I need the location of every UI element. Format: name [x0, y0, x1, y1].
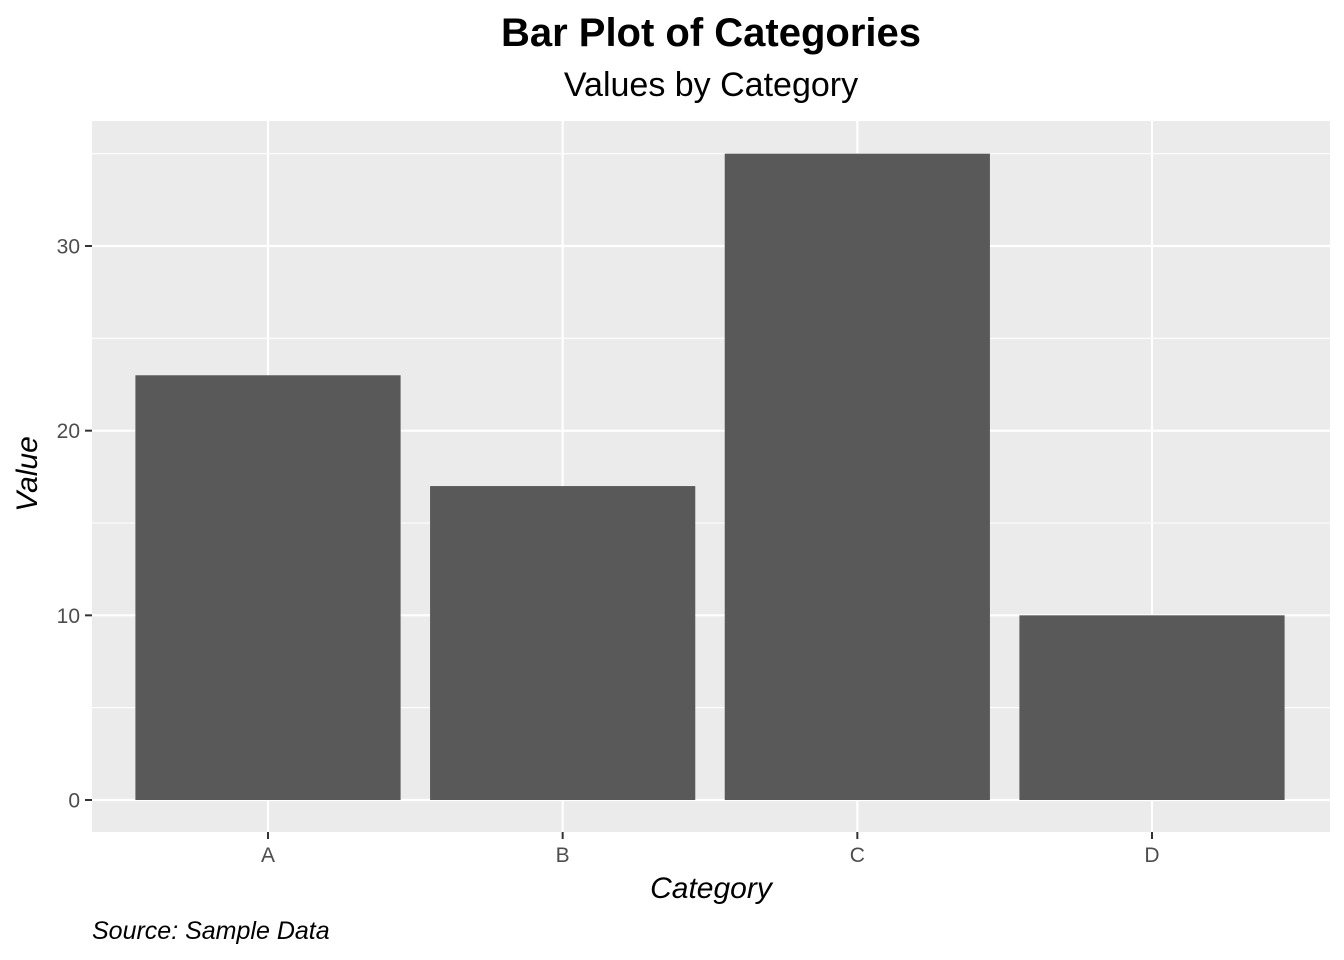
axes: 0 10 20 30 A B C D — [57, 236, 1160, 868]
y-axis-title: Value — [11, 436, 44, 512]
x-tick-label: A — [261, 844, 275, 867]
bars — [135, 153, 1285, 800]
chart-subtitle: Values by Category — [564, 66, 858, 104]
bar-a — [135, 375, 401, 800]
bar-b — [430, 486, 696, 800]
x-tick-label: D — [1144, 844, 1159, 867]
chart-title: Bar Plot of Categories — [501, 11, 921, 55]
chart-caption: Source: Sample Data — [92, 917, 330, 945]
y-tick-label: 30 — [57, 236, 80, 259]
y-tick-label: 20 — [57, 420, 80, 443]
x-tick-label: C — [850, 844, 865, 867]
y-tick-label: 0 — [68, 790, 80, 813]
y-tick-label: 10 — [57, 605, 80, 628]
bar-c — [724, 153, 990, 800]
x-axis-title: Category — [650, 872, 774, 905]
bar-d — [1019, 615, 1285, 800]
x-tick-label: B — [556, 844, 570, 867]
